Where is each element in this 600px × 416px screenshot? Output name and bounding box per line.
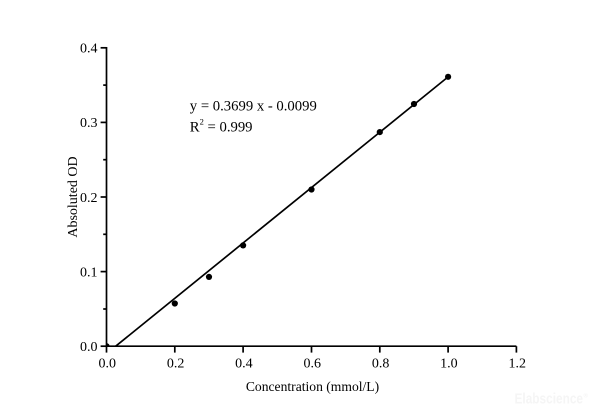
svg-text:0.3: 0.3 [80,116,98,131]
svg-text:1.2: 1.2 [508,357,526,372]
svg-text:0.0: 0.0 [80,340,98,355]
svg-text:0.4: 0.4 [235,357,253,372]
svg-text:0.2: 0.2 [80,191,98,206]
svg-text:y = 0.3699 x - 0.0099: y = 0.3699 x - 0.0099 [190,98,317,114]
svg-text:Elabscience: Elabscience [515,392,584,408]
svg-text:Absoluted OD: Absoluted OD [66,156,81,237]
svg-text:0.1: 0.1 [80,265,98,280]
svg-text:0.6: 0.6 [304,357,322,372]
svg-text:®: ® [584,393,589,400]
svg-text:0.0: 0.0 [99,357,117,372]
svg-text:1.0: 1.0 [440,357,458,372]
svg-text:0.4: 0.4 [80,42,98,57]
svg-text:R2 = 0.999: R2 = 0.999 [190,116,253,135]
svg-text:Concentration (mmol/L): Concentration (mmol/L) [246,379,379,395]
svg-text:0.2: 0.2 [167,357,185,372]
svg-text:0.8: 0.8 [372,357,390,372]
